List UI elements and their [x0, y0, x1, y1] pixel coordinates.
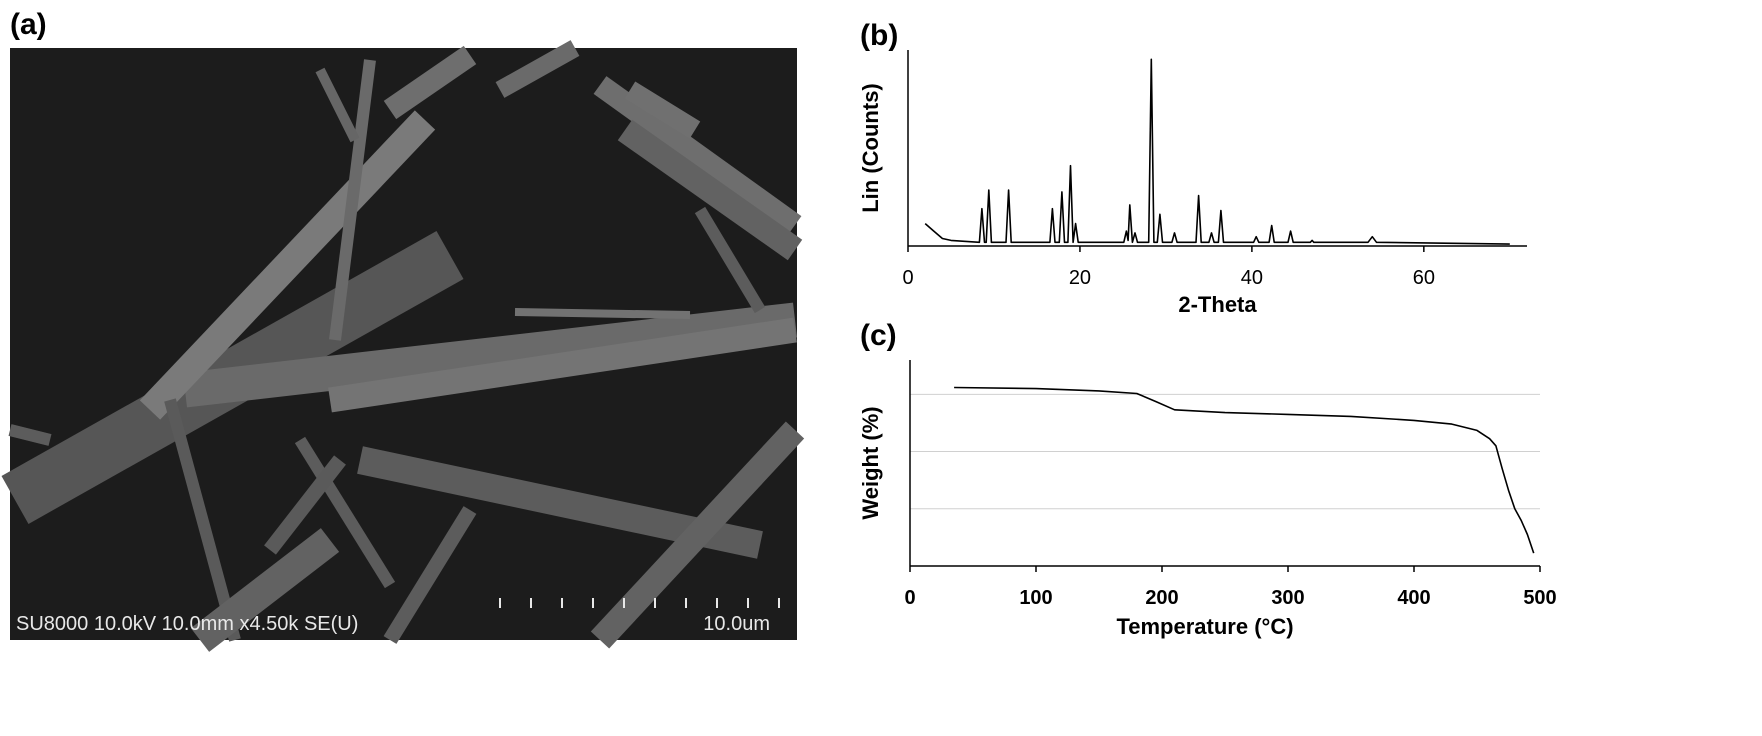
panel-label: (b) [860, 19, 898, 52]
x-tick-label: 40 [1241, 267, 1263, 289]
x-tick-label: 0 [904, 587, 915, 609]
y-axis-title: Lin (Counts) [858, 83, 883, 213]
x-tick-label: 20 [1069, 267, 1091, 289]
crystals [1, 40, 805, 652]
scale-bar [499, 598, 780, 608]
x-tick-label: 400 [1397, 587, 1430, 609]
x-tick-label: 100 [1019, 587, 1052, 609]
x-tick-label: 500 [1523, 587, 1556, 609]
x-tick-label: 200 [1145, 587, 1178, 609]
y-axis-title: Weight (%) [858, 406, 883, 519]
x-tick-label: 0 [902, 267, 913, 289]
x-axis-title: Temperature (°C) [1116, 614, 1293, 639]
x-axis-title: 2-Theta [1178, 292, 1257, 317]
x-tick-label: 60 [1413, 267, 1435, 289]
data-line [954, 386, 1535, 554]
x-tick-label: 300 [1271, 587, 1304, 609]
sem-info: SU8000 10.0kV 10.0mm x4.50k SE(U) [16, 613, 358, 635]
scale-label: 10.0um [703, 613, 770, 635]
data-line [924, 58, 1510, 245]
panel-label: (a) [10, 8, 47, 41]
sem-image: SU8000 10.0kV 10.0mm x4.50k SE(U) 10.0um [1, 40, 805, 652]
panel-label: (c) [860, 319, 897, 352]
